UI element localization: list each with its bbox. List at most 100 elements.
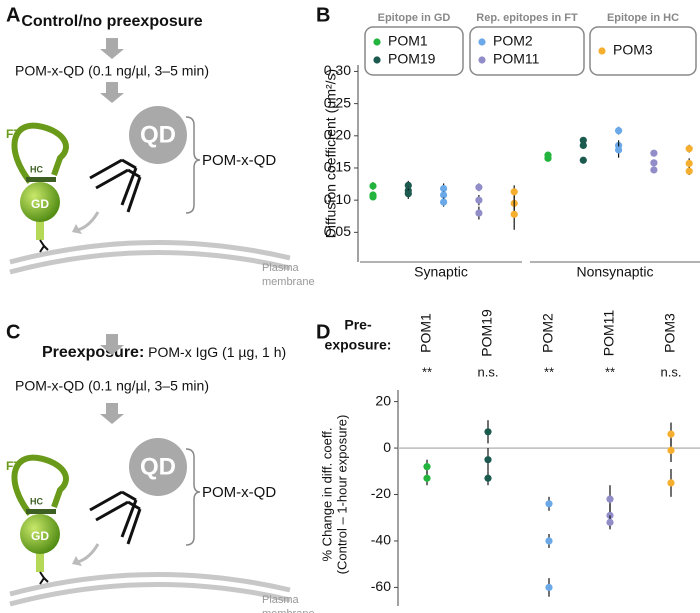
data-point [545, 583, 553, 592]
y-tick-label: 0.25 [324, 94, 351, 110]
significance: n.s. [661, 364, 682, 379]
legend-label: POM19 [388, 51, 436, 67]
row-label: exposure: [325, 337, 392, 353]
data-point [475, 183, 483, 191]
step-label: POM-x-QD (0.1 ng/µl, 3–5 min) [15, 378, 209, 394]
significance: ** [422, 364, 432, 379]
panel-label: D [316, 321, 330, 343]
ft-loop [11, 454, 69, 516]
panel-label: C [6, 321, 20, 343]
arrow [100, 38, 124, 59]
data-point [404, 181, 412, 189]
gd-label: GD [31, 529, 49, 543]
bracket [185, 116, 201, 214]
legend-title: Rep. epitopes in FT [476, 12, 578, 24]
data-point [650, 159, 658, 167]
data-point [440, 198, 448, 206]
data-point [579, 136, 587, 144]
title-rest: POM-x IgG (1 µg, 1 h) [144, 344, 286, 360]
data-point [544, 151, 552, 159]
legend-label: POM1 [388, 33, 428, 49]
y-tick-label: 0.15 [324, 159, 351, 175]
legend-swatch [598, 47, 606, 55]
y-tick-label: -40 [371, 532, 391, 548]
legend-swatch [373, 38, 381, 46]
data-point [440, 191, 448, 199]
anchor [39, 239, 49, 253]
quantum-dot [129, 438, 187, 496]
y-tick-label: -20 [371, 485, 391, 501]
data-point [510, 210, 518, 218]
antibody [120, 490, 142, 545]
data-point [579, 141, 587, 150]
data-point [423, 463, 431, 471]
data-point [484, 456, 492, 464]
significance: ** [605, 364, 615, 379]
legend-box [364, 26, 464, 76]
data-point [650, 166, 658, 174]
curved-arrow [77, 211, 100, 232]
data-point [667, 430, 675, 438]
panel-label: A [6, 4, 20, 26]
data-point [650, 149, 658, 157]
data-point [667, 479, 675, 487]
data-point [475, 209, 483, 217]
category-label: POM1 [418, 313, 434, 353]
membrane [9, 581, 291, 607]
y-axis-label: Diffusion coefficient (μm²/s) [323, 69, 339, 238]
hc-label: HC [30, 164, 43, 174]
diagram: POM-x-QD (0.1 ng/µl, 3–5 min) QD POM-x-QD P… [6, 38, 315, 288]
antibody [120, 158, 142, 213]
gd-label: GD [31, 197, 49, 211]
antibody [89, 490, 129, 522]
title-bold: Preexposure: [42, 344, 144, 361]
arrow-head [72, 556, 82, 566]
data-point [685, 167, 693, 175]
legend-label: POM11 [493, 51, 540, 67]
data-point [510, 188, 518, 196]
bracket-label: POM-x-QD [202, 484, 276, 501]
data-point [685, 145, 693, 153]
legend-swatch [373, 56, 381, 64]
curved-arrow [77, 543, 100, 564]
data-point [440, 184, 448, 193]
group-label: Synaptic [414, 264, 468, 280]
diagram: POM-x-QD (0.1 ng/µl, 3–5 min) QD POM-x-QD P… [6, 334, 315, 613]
data-point [579, 156, 587, 164]
arrow [100, 334, 124, 355]
membrane-label: membrane [262, 276, 315, 288]
ft-label: FT [6, 127, 21, 141]
membrane [9, 571, 291, 597]
data-point [606, 495, 614, 503]
data-point [484, 474, 492, 482]
panel-title: Control/no preexposure [21, 13, 202, 30]
gd-domain [20, 514, 60, 554]
significance: ** [544, 364, 554, 379]
legend-box [589, 26, 697, 76]
ft-loop [11, 122, 69, 184]
category-label: POM2 [540, 313, 556, 353]
significance: n.s. [478, 364, 499, 379]
data-point [369, 182, 377, 190]
group-label: Nonsynaptic [576, 264, 653, 280]
row-label: Pre- [344, 317, 372, 333]
data-point [423, 474, 431, 482]
quantum-dot [129, 106, 187, 164]
qd-label: QD [140, 453, 176, 480]
y-tick-label: 0 [383, 439, 391, 455]
data-point [475, 196, 483, 204]
category-label: POM19 [479, 309, 495, 357]
data-point [667, 446, 675, 454]
arrow-head [72, 224, 82, 234]
membrane-label: membrane [262, 608, 315, 613]
bracket-label: POM-x-QD [202, 152, 276, 169]
legend-label: POM2 [493, 33, 533, 49]
membrane-label: Plasma [262, 262, 300, 274]
data-point [606, 518, 614, 526]
data-point [369, 193, 377, 201]
stalk [36, 218, 44, 240]
hc-bar [26, 509, 56, 514]
hc-label: HC [30, 496, 43, 506]
y-axis-label: (Control – 1-hour exposure) [334, 415, 349, 575]
